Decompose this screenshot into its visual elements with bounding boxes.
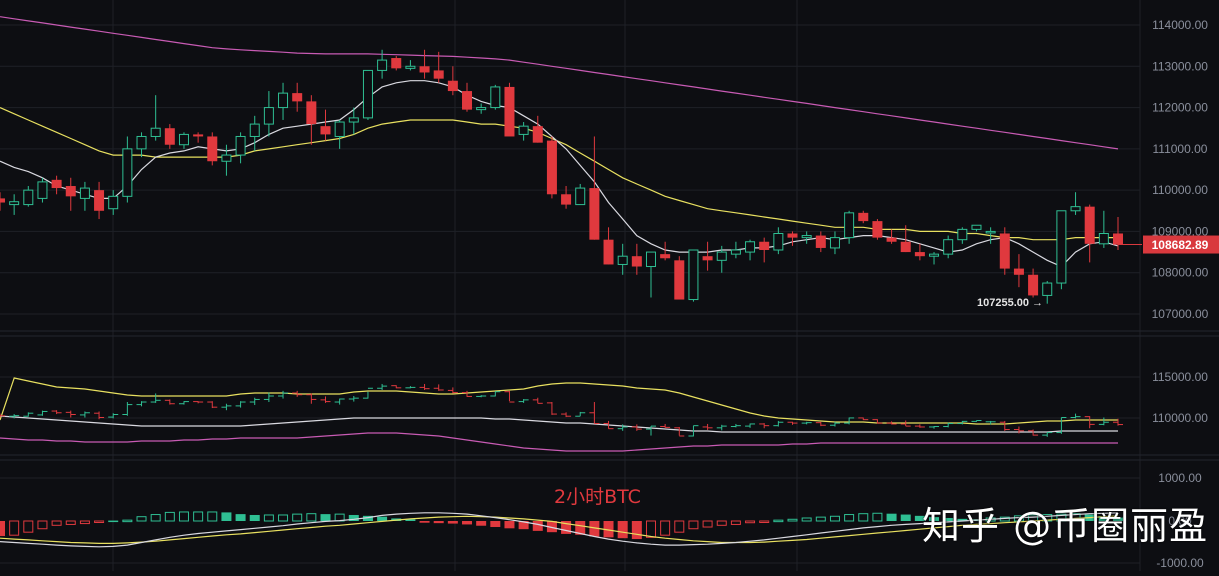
watermark: 知乎 @币圈丽盈 [922,504,1209,548]
macd-panel [0,511,1123,548]
svg-text:111000.00: 111000.00 [1153,142,1208,156]
svg-text:109000.00: 109000.00 [1152,224,1209,238]
moving-average-lines [0,16,1119,268]
price-candles: 107255.00 → [0,49,1123,309]
chart-timeframe-label: 2小时BTC [554,486,641,508]
svg-text:112000.00: 112000.00 [1152,101,1208,115]
svg-text:1000.00: 1000.00 [1158,471,1202,485]
svg-text:107255.00 →: 107255.00 → [977,297,1043,309]
svg-text:108682.89: 108682.89 [1152,238,1209,252]
price-axis[interactable]: 108682.89 114000.00 113000.00 112000.00 1110… [1118,18,1219,570]
svg-text:-1000.00: -1000.00 [1156,556,1204,570]
svg-text:0.00: 0.00 [1168,514,1192,528]
svg-text:108000.00: 108000.00 [1152,266,1209,280]
svg-text:114000.00: 114000.00 [1152,18,1208,32]
svg-text:107000.00: 107000.00 [1152,307,1209,321]
svg-text:110000.00: 110000.00 [1152,183,1208,197]
svg-text:110000.00: 110000.00 [1152,411,1208,425]
svg-text:115000.00: 115000.00 [1152,370,1208,384]
bollinger-panel [0,377,1123,452]
svg-text:113000.00: 113000.00 [1152,59,1208,73]
